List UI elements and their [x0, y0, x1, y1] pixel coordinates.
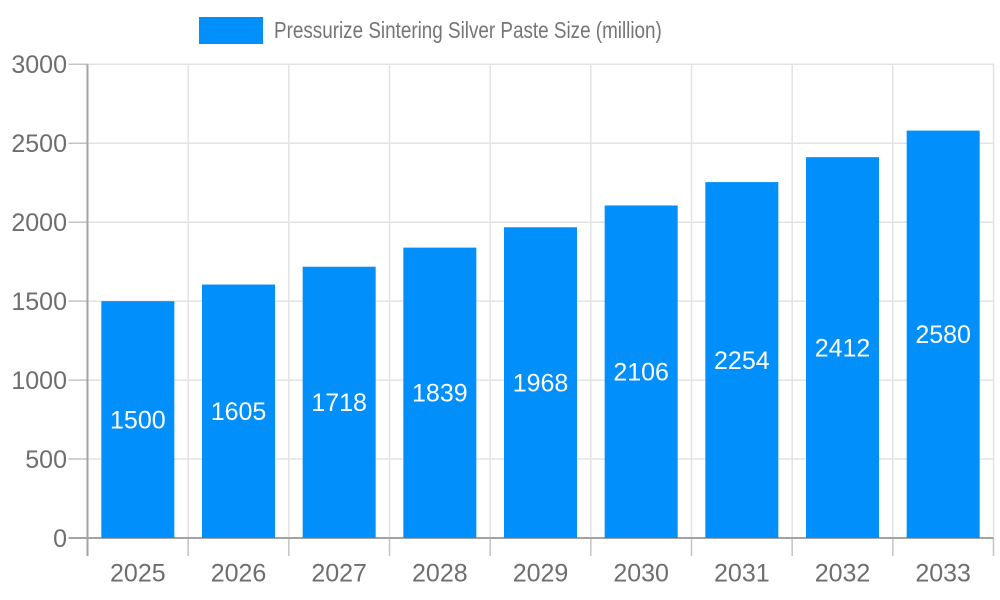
- bar: [504, 227, 577, 538]
- bar: [604, 205, 678, 539]
- bar: [302, 266, 376, 538]
- bar-value-label: 2580: [915, 321, 971, 349]
- bar-value-label: 1605: [211, 398, 267, 426]
- bar-value-label: 1968: [513, 369, 569, 397]
- bar: [906, 130, 980, 539]
- bar-value-label: 2412: [815, 334, 871, 362]
- x-axis-tick-label: 2026: [211, 559, 267, 587]
- y-axis-tick-label: 2500: [11, 130, 67, 158]
- bar: [101, 301, 175, 538]
- x-axis-tick-label: 2028: [412, 559, 468, 587]
- legend-swatch-icon: [199, 17, 263, 44]
- y-axis-tick-label: 500: [25, 446, 67, 474]
- y-axis-tick-label: 1000: [11, 367, 67, 395]
- x-axis-tick-label: 2027: [311, 559, 367, 587]
- x-axis-tick-label: 2029: [513, 559, 569, 587]
- legend-label: Pressurize Sintering Silver Paste Size (…: [274, 17, 662, 43]
- x-axis-tick-label: 2030: [613, 559, 669, 587]
- bar: [705, 182, 779, 539]
- y-axis-tick-label: 3000: [11, 51, 67, 79]
- y-axis-tick-label: 1500: [11, 288, 67, 316]
- x-axis-tick-label: 2031: [714, 559, 770, 587]
- bar-value-label: 1500: [110, 406, 166, 434]
- x-axis-tick-label: 2025: [110, 559, 166, 587]
- bar: [806, 157, 879, 538]
- y-axis-tick-label: 2000: [11, 209, 67, 237]
- legend-item[interactable]: Pressurize Sintering Silver Paste Size (…: [199, 17, 747, 44]
- x-axis-tick-label: 2033: [915, 559, 971, 587]
- bar-value-label: 1839: [412, 380, 468, 408]
- y-axis-tick-label: 0: [53, 525, 67, 553]
- x-axis-tick-label: 2032: [815, 559, 871, 587]
- bar: [202, 284, 275, 538]
- bar-value-label: 2106: [613, 358, 669, 386]
- bar: [403, 247, 477, 539]
- bar-value-label: 2254: [714, 347, 770, 375]
- bar-value-label: 1718: [311, 389, 367, 417]
